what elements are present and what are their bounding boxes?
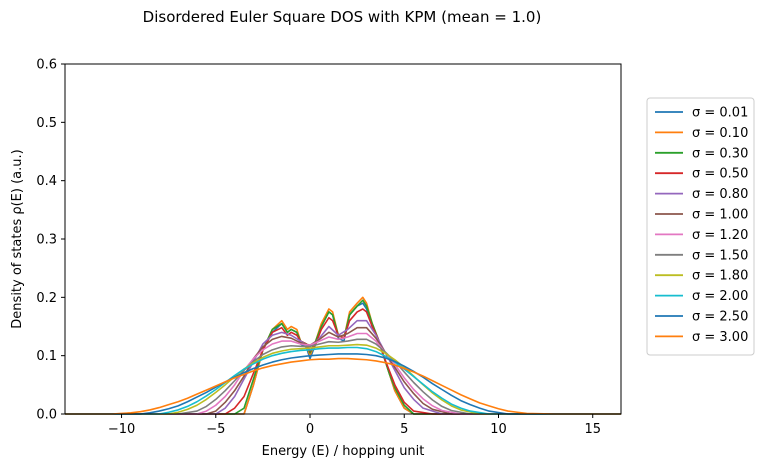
legend-label: σ = 0.01 xyxy=(692,106,748,121)
series-line-7 xyxy=(65,338,621,415)
y-tick-label: 0.5 xyxy=(36,116,57,131)
series-line-1 xyxy=(65,296,621,415)
series-line-2 xyxy=(65,299,621,415)
legend-label: σ = 1.00 xyxy=(692,208,748,223)
legend-label: σ = 0.10 xyxy=(692,126,748,141)
series-line-8 xyxy=(65,343,621,415)
legend-label: σ = 0.80 xyxy=(692,187,748,202)
y-tick-label: 0.6 xyxy=(36,58,57,73)
series-line-3 xyxy=(65,308,621,415)
legend-label: σ = 0.50 xyxy=(692,167,748,182)
x-tick-label: 15 xyxy=(584,422,601,437)
legend-label: σ = 1.20 xyxy=(692,228,748,243)
x-axis: −10 −5 0 5 10 15 xyxy=(108,414,601,437)
x-tick-label: −10 xyxy=(108,422,135,437)
series-line-11 xyxy=(65,357,621,415)
series-line-4 xyxy=(65,319,621,415)
plot-frame xyxy=(64,63,622,415)
series-line-10 xyxy=(65,353,621,415)
chart-title: Disordered Euler Square DOS with KPM (me… xyxy=(143,8,542,26)
y-tick-label: 0.4 xyxy=(36,174,57,189)
series-line-5 xyxy=(65,326,621,415)
x-tick-label: 10 xyxy=(490,422,507,437)
x-tick-label: 0 xyxy=(306,422,314,437)
legend: σ = 0.01 σ = 0.10 σ = 0.30 σ = 0.50 σ = 0.80… xyxy=(646,97,755,356)
legend-label: σ = 2.00 xyxy=(692,289,748,304)
y-tick-label: 0.0 xyxy=(36,408,57,423)
series-line-6 xyxy=(65,332,621,415)
y-tick-label: 0.2 xyxy=(36,291,57,306)
y-axis-label: Density of states ρ(E) (a.u.) xyxy=(10,149,25,328)
series-line-9 xyxy=(65,346,621,415)
legend-label: σ = 3.00 xyxy=(692,330,748,345)
x-axis-label: Energy (E) / hopping unit xyxy=(262,444,425,459)
legend-frame xyxy=(646,97,755,356)
legend-label: σ = 2.50 xyxy=(692,310,748,325)
y-axis: 0.0 0.1 0.2 0.3 0.4 0.5 0.6 xyxy=(36,58,65,423)
y-tick-label: 0.3 xyxy=(36,233,57,248)
legend-label: σ = 1.50 xyxy=(692,248,748,263)
x-tick-label: 5 xyxy=(400,422,408,437)
plot-series xyxy=(65,296,621,415)
legend-label: σ = 1.80 xyxy=(692,269,748,284)
x-tick-label: −5 xyxy=(206,422,225,437)
y-tick-label: 0.1 xyxy=(36,349,57,364)
legend-label: σ = 0.30 xyxy=(692,146,748,161)
